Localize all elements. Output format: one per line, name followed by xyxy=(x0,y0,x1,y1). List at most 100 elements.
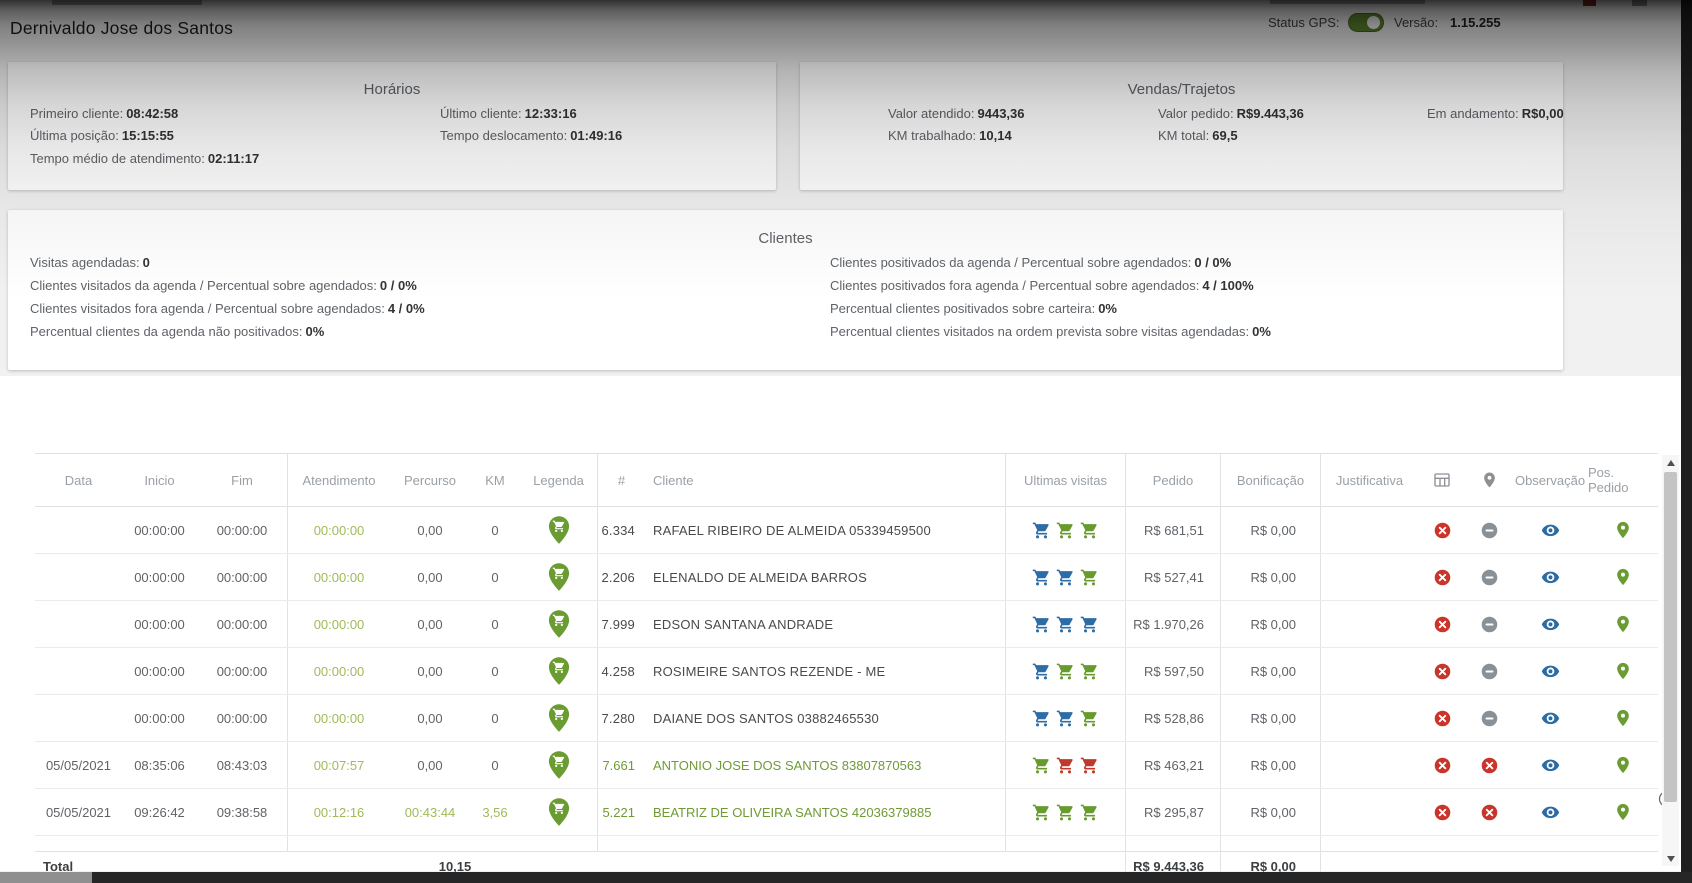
cropped-browser-bar-fragment xyxy=(1583,0,1596,6)
table-partial-row xyxy=(35,836,1658,852)
view-observation-button[interactable] xyxy=(1512,507,1588,553)
partial-cell xyxy=(1512,836,1588,851)
cancel-button[interactable] xyxy=(1418,554,1466,600)
cell-bonificacao: R$ 0,00 xyxy=(1220,742,1320,788)
column-header-fim: Fim xyxy=(197,454,287,506)
cell-km: 0 xyxy=(470,554,520,600)
table-row: 00:00:0000:00:0000:00:000,0004.258ROSIME… xyxy=(35,648,1658,695)
cell-ultimas-visitas xyxy=(1005,507,1125,553)
view-observation-button[interactable] xyxy=(1512,789,1588,835)
gps-toggle[interactable] xyxy=(1348,13,1384,32)
scroll-up-button[interactable] xyxy=(1662,455,1679,470)
table-row: 00:00:0000:00:0000:00:000,0007.999EDSON … xyxy=(35,601,1658,648)
arrow-down-icon xyxy=(1667,856,1675,862)
cancel-button[interactable] xyxy=(1418,601,1466,647)
order-position-button[interactable] xyxy=(1588,601,1658,647)
cancel-button[interactable] xyxy=(1418,789,1466,835)
cell-data xyxy=(35,648,122,694)
horarios-item: Último cliente:12:33:16 xyxy=(440,106,577,121)
column-header-atendimento: Atendimento xyxy=(287,454,390,506)
cancel-x-icon xyxy=(1434,710,1451,727)
cell-cliente[interactable]: ANTONIO JOSE DOS SANTOS 83807870563 xyxy=(645,742,1005,788)
table-scrollbar[interactable] xyxy=(1662,455,1679,866)
column-header-pos_pedido: Pos. Pedido xyxy=(1588,454,1658,506)
view-observation-button[interactable] xyxy=(1512,648,1588,694)
cell-atendimento: 00:00:00 xyxy=(287,601,390,647)
cell-justificativa xyxy=(1320,601,1418,647)
cancel-button[interactable] xyxy=(1418,507,1466,553)
cancel-x-icon xyxy=(1434,804,1451,821)
cart-icon xyxy=(1080,568,1099,587)
cart-icon xyxy=(1056,803,1075,822)
cell-atendimento: 00:07:57 xyxy=(287,742,390,788)
order-position-button[interactable] xyxy=(1588,648,1658,694)
cell-atendimento: 00:00:00 xyxy=(287,648,390,694)
cell-km: 0 xyxy=(470,507,520,553)
legend-pin-cart-icon xyxy=(548,516,570,544)
scrollbar-thumb[interactable] xyxy=(1664,472,1677,802)
status-flag-button[interactable] xyxy=(1466,695,1512,741)
order-position-button[interactable] xyxy=(1588,742,1658,788)
order-position-pin-icon xyxy=(1616,709,1630,727)
cancel-button[interactable] xyxy=(1418,742,1466,788)
cell-data xyxy=(35,554,122,600)
blocked-minus-icon xyxy=(1481,569,1498,586)
status-flag-button[interactable] xyxy=(1466,601,1512,647)
legend-pin-cart-icon xyxy=(548,657,570,685)
table-row: 00:00:0000:00:0000:00:000,0006.334RAFAEL… xyxy=(35,507,1658,554)
cell-numero: 7.661 xyxy=(597,742,645,788)
partial-cell xyxy=(122,836,197,851)
cell-inicio: 08:35:06 xyxy=(122,742,197,788)
cell-legenda xyxy=(520,789,597,835)
partial-cell xyxy=(470,836,520,851)
versao-value: 1.15.255 xyxy=(1450,15,1501,30)
legend-pin-cart-icon xyxy=(548,751,570,779)
status-flag-button[interactable] xyxy=(1466,648,1512,694)
cell-legenda xyxy=(520,601,597,647)
window-bottom-edge-fragment xyxy=(0,872,92,883)
status-flag-button[interactable] xyxy=(1466,554,1512,600)
view-observation-button[interactable] xyxy=(1512,742,1588,788)
order-position-button[interactable] xyxy=(1588,695,1658,741)
partial-cell xyxy=(597,836,645,851)
scroll-down-button[interactable] xyxy=(1662,851,1679,866)
clientes-item: Percentual clientes visitados na ordem p… xyxy=(830,324,1271,339)
table-row: 00:00:0000:00:0000:00:000,0007.280DAIANE… xyxy=(35,695,1658,742)
clientes-card: Clientes Visitas agendadas:0 Clientes vi… xyxy=(8,210,1563,370)
column-header-legenda: Legenda xyxy=(520,454,597,506)
cell-cliente: ROSIMEIRE SANTOS REZENDE - ME xyxy=(645,648,1005,694)
cell-inicio: 00:00:00 xyxy=(122,507,197,553)
status-flag-button[interactable] xyxy=(1466,742,1512,788)
cancel-button[interactable] xyxy=(1418,695,1466,741)
view-observation-button[interactable] xyxy=(1512,554,1588,600)
status-flag-button[interactable] xyxy=(1466,789,1512,835)
cell-justificativa xyxy=(1320,554,1418,600)
view-observation-button[interactable] xyxy=(1512,601,1588,647)
cancel-button[interactable] xyxy=(1418,648,1466,694)
cell-cliente[interactable]: BEATRIZ DE OLIVEIRA SANTOS 42036379885 xyxy=(645,789,1005,835)
status-flag-button[interactable] xyxy=(1466,507,1512,553)
horarios-item: Última posição:15:15:55 xyxy=(30,128,174,143)
cell-bonificacao: R$ 0,00 xyxy=(1220,554,1320,600)
eye-icon xyxy=(1541,758,1560,773)
cell-numero: 5.221 xyxy=(597,789,645,835)
horarios-card: Horários Primeiro cliente:08:42:58 Últim… xyxy=(8,62,776,190)
cell-inicio: 00:00:00 xyxy=(122,554,197,600)
partial-cell xyxy=(1125,836,1220,851)
order-position-button[interactable] xyxy=(1588,554,1658,600)
cell-justificativa xyxy=(1320,789,1418,835)
cell-pedido: R$ 1.970,26 xyxy=(1125,601,1220,647)
cell-km: 0 xyxy=(470,648,520,694)
column-header-numero: # xyxy=(597,454,645,506)
cart-icon xyxy=(1056,662,1075,681)
view-observation-button[interactable] xyxy=(1512,695,1588,741)
cell-ultimas-visitas xyxy=(1005,695,1125,741)
column-header-visitas: Ultimas visitas xyxy=(1005,454,1125,506)
order-position-button[interactable] xyxy=(1588,507,1658,553)
partial-cell xyxy=(1418,836,1466,851)
cell-percurso: 0,00 xyxy=(390,695,470,741)
table-row: 00:00:0000:00:0000:00:000,0002.206ELENAL… xyxy=(35,554,1658,601)
horarios-item: Primeiro cliente:08:42:58 xyxy=(30,106,178,121)
horarios-title: Horários xyxy=(8,81,776,98)
order-position-button[interactable] xyxy=(1588,789,1658,835)
